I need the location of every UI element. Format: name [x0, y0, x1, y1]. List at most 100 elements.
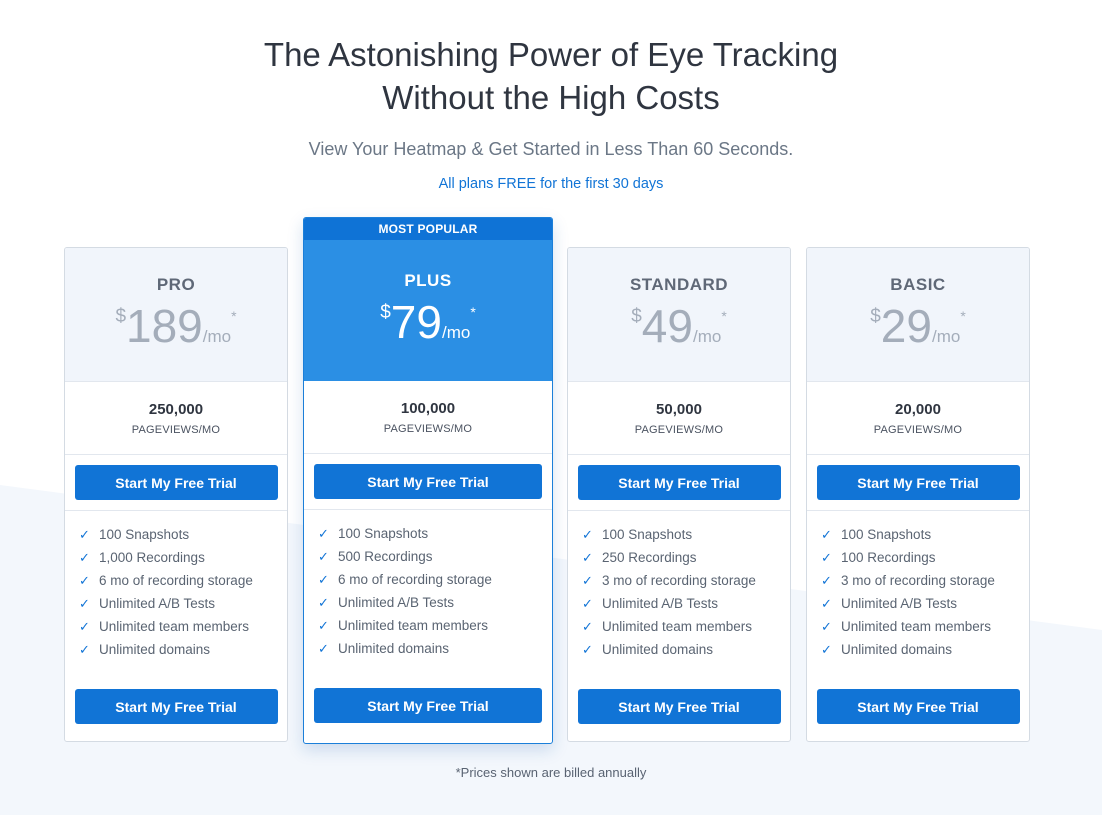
most-popular-badge: MOST POPULAR: [304, 218, 552, 240]
plan-price: $29/mo *: [807, 300, 1029, 352]
start-trial-button-bottom[interactable]: Start My Free Trial: [74, 689, 278, 724]
page-headline: The Astonishing Power of Eye Tracking Wi…: [0, 0, 1102, 119]
check-icon: ✓: [821, 619, 832, 634]
check-icon: ✓: [582, 619, 593, 634]
feature-list: ✓ 100 Snapshots ✓ 1,000 Recordings ✓ 6 mo o…: [65, 511, 287, 676]
feature-item: ✓ 500 Recordings: [318, 545, 552, 568]
price-amount: 29: [880, 300, 932, 352]
feature-item: ✓ Unlimited domains: [79, 638, 287, 661]
feature-list: ✓ 100 Snapshots ✓ 500 Recordings ✓ 6 mo of …: [304, 510, 552, 675]
plan-header: BASIC $29/mo *: [807, 248, 1029, 382]
billing-footnote: *Prices shown are billed annually: [455, 765, 647, 780]
feature-label: 500 Recordings: [338, 549, 433, 564]
cta-top-wrap: Start My Free Trial: [65, 455, 287, 511]
feature-label: Unlimited team members: [602, 619, 753, 634]
price-asterisk: *: [470, 304, 476, 320]
start-trial-button-top[interactable]: Start My Free Trial: [314, 464, 542, 499]
feature-item: ✓ 100 Snapshots: [79, 523, 287, 546]
feature-item: ✓ 250 Recordings: [582, 546, 790, 569]
pageviews-unit: PAGEVIEWS/MO: [131, 424, 221, 436]
check-icon: ✓: [79, 573, 90, 588]
plan-card-pro: PRO $189/mo * 250,000 PAGEVIEWS/MO Start …: [64, 247, 288, 742]
check-icon: ✓: [79, 619, 90, 634]
feature-item: ✓ Unlimited domains: [582, 638, 790, 661]
feature-item: ✓ Unlimited team members: [582, 615, 790, 638]
plan-header: PRO $189/mo *: [65, 248, 287, 382]
headline-line-1: The Astonishing Power of Eye Tracking: [263, 36, 839, 73]
feature-label: Unlimited team members: [841, 619, 992, 634]
pageviews-count: 250,000: [148, 401, 204, 418]
price-amount: 189: [126, 300, 203, 352]
feature-label: 100 Recordings: [841, 550, 936, 565]
cta-top-wrap: Start My Free Trial: [568, 455, 790, 511]
price-amount: 79: [390, 296, 442, 348]
cta-bottom-wrap: Start My Free Trial: [568, 676, 790, 724]
check-icon: ✓: [79, 596, 90, 611]
feature-label: 100 Snapshots: [99, 527, 190, 542]
start-trial-button-bottom[interactable]: Start My Free Trial: [577, 689, 781, 724]
feature-item: ✓ Unlimited A/B Tests: [582, 592, 790, 615]
price-period: /mo: [931, 327, 961, 346]
price-asterisk: *: [721, 308, 727, 324]
start-trial-button-bottom[interactable]: Start My Free Trial: [314, 688, 542, 723]
check-icon: ✓: [582, 642, 593, 657]
pageviews-block: 250,000 PAGEVIEWS/MO: [65, 382, 287, 455]
check-icon: ✓: [582, 527, 593, 542]
plan-price: $79/mo *: [304, 296, 552, 348]
check-icon: ✓: [582, 573, 593, 588]
feature-label: 1,000 Recordings: [99, 550, 205, 565]
feature-label: Unlimited A/B Tests: [841, 596, 958, 611]
headline-line-2: Without the High Costs: [382, 79, 720, 116]
feature-label: 6 mo of recording storage: [99, 573, 253, 588]
feature-item: ✓ Unlimited A/B Tests: [318, 591, 552, 614]
pageviews-count: 50,000: [656, 401, 702, 418]
check-icon: ✓: [318, 618, 329, 633]
price-currency: $: [115, 306, 127, 327]
plan-price: $49/mo *: [568, 300, 790, 352]
price-period: /mo: [202, 327, 232, 346]
feature-label: Unlimited A/B Tests: [602, 596, 719, 611]
feature-label: 6 mo of recording storage: [338, 572, 492, 587]
feature-item: ✓ 6 mo of recording storage: [79, 569, 287, 592]
price-asterisk: *: [231, 308, 237, 324]
start-trial-button-bottom[interactable]: Start My Free Trial: [816, 689, 1020, 724]
check-icon: ✓: [318, 595, 329, 610]
plan-card-standard: STANDARD $49/mo * 50,000 PAGEVIEWS/MO Sta…: [567, 247, 791, 742]
feature-item: ✓ Unlimited team members: [79, 615, 287, 638]
feature-label: Unlimited A/B Tests: [338, 595, 455, 610]
check-icon: ✓: [821, 596, 832, 611]
pageviews-block: 20,000 PAGEVIEWS/MO: [807, 382, 1029, 455]
feature-list: ✓ 100 Snapshots ✓ 100 Recordings ✓ 3 mo of …: [807, 511, 1029, 676]
cta-bottom-wrap: Start My Free Trial: [304, 675, 552, 723]
check-icon: ✓: [821, 527, 832, 542]
feature-label: 3 mo of recording storage: [602, 573, 756, 588]
pageviews-block: 100,000 PAGEVIEWS/MO: [304, 381, 552, 454]
feature-item: ✓ 100 Recordings: [821, 546, 1029, 569]
feature-label: Unlimited team members: [338, 618, 489, 633]
feature-item: ✓ Unlimited A/B Tests: [79, 592, 287, 615]
page-subhead: View Your Heatmap & Get Started in Less …: [308, 139, 794, 159]
plan-name: STANDARD: [629, 275, 729, 294]
plan-price: $189/mo *: [65, 300, 287, 352]
check-icon: ✓: [318, 641, 329, 656]
feature-list: ✓ 100 Snapshots ✓ 250 Recordings ✓ 3 mo of …: [568, 511, 790, 676]
start-trial-button-top[interactable]: Start My Free Trial: [816, 465, 1020, 500]
price-currency: $: [870, 306, 881, 327]
feature-label: Unlimited domains: [602, 642, 714, 657]
feature-item: ✓ 100 Snapshots: [582, 523, 790, 546]
price-period: /mo: [692, 327, 722, 346]
feature-label: 100 Snapshots: [841, 527, 932, 542]
price-asterisk: *: [960, 308, 966, 324]
feature-item: ✓ Unlimited domains: [318, 637, 552, 660]
check-icon: ✓: [318, 572, 329, 587]
feature-label: Unlimited domains: [338, 641, 450, 656]
cta-top-wrap: Start My Free Trial: [304, 454, 552, 510]
start-trial-button-top[interactable]: Start My Free Trial: [74, 465, 278, 500]
plan-card-basic: BASIC $29/mo * 20,000 PAGEVIEWS/MO Start …: [806, 247, 1030, 742]
feature-label: Unlimited team members: [99, 619, 250, 634]
plan-name: PLUS: [404, 271, 452, 290]
pageviews-unit: PAGEVIEWS/MO: [634, 424, 724, 436]
start-trial-button-top[interactable]: Start My Free Trial: [577, 465, 781, 500]
plan-header: PLUS $79/mo *: [304, 240, 552, 381]
pageviews-count: 20,000: [895, 401, 941, 418]
